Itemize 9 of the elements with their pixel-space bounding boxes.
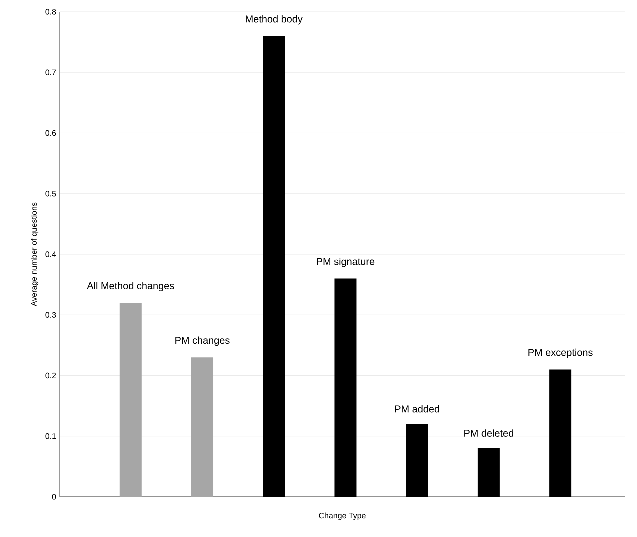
x-tick-label: PM signature (317, 258, 375, 268)
x-tick-label: PM deleted (464, 430, 514, 437)
x-tick-label: All Method changes (87, 282, 174, 292)
x-tick-label: PM changes (176, 336, 230, 346)
x-tick-label: PM exceptions (528, 348, 593, 358)
x-tick-label: PM added (395, 405, 440, 413)
bar (192, 358, 214, 497)
bar (120, 303, 142, 497)
x-tick-label: Method body (246, 15, 303, 25)
